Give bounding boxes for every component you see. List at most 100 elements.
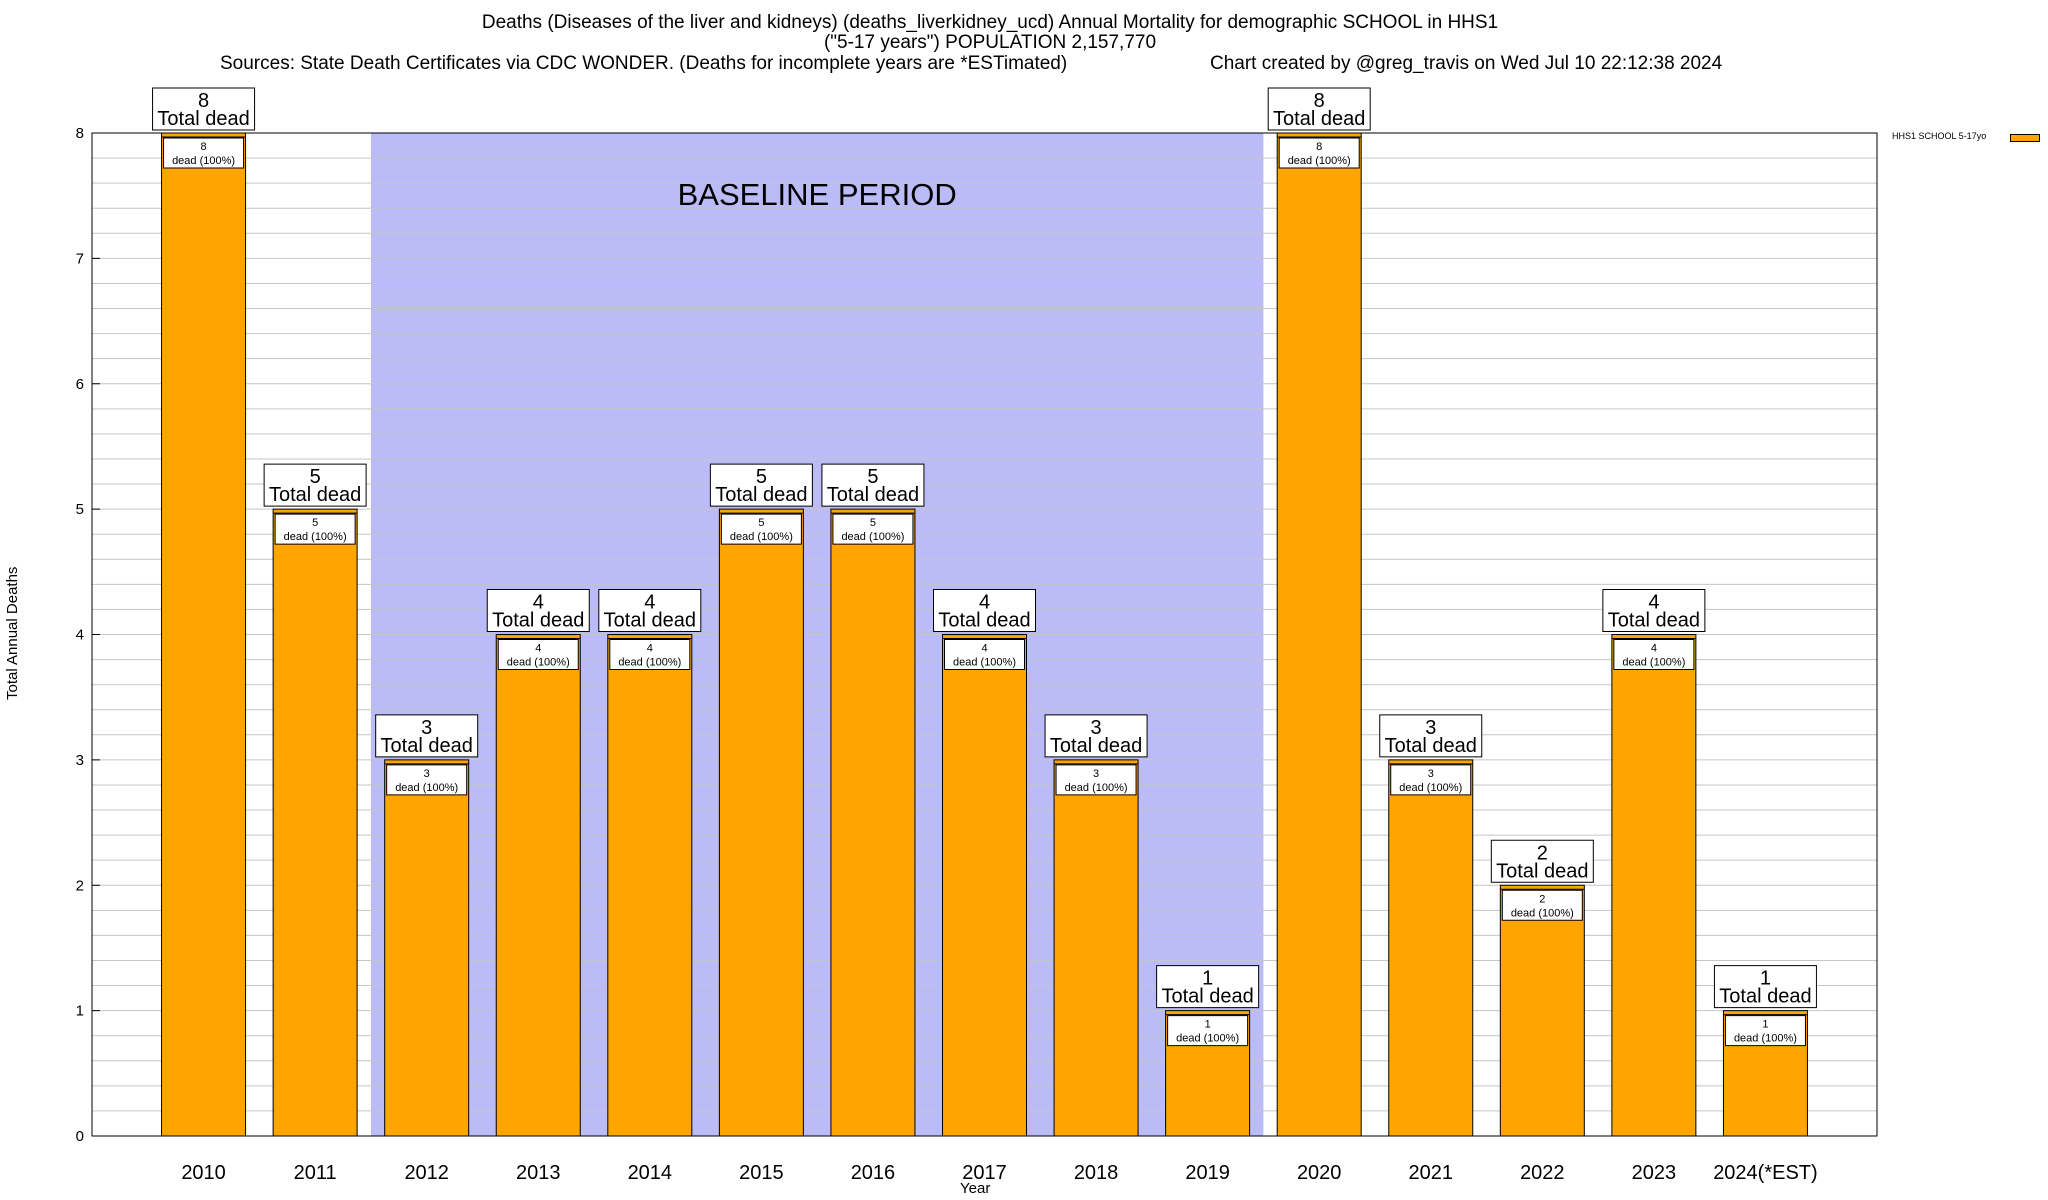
bar-total-box [1267, 87, 1371, 131]
chart-title-line-1: Deaths (Diseases of the liver and kidney… [481, 12, 1499, 33]
y-tick-label: 6 [76, 376, 84, 393]
bar-inner-label-box [163, 137, 245, 169]
x-tick-label: 2016 [851, 1162, 896, 1184]
bar-inner-label-box [274, 513, 356, 545]
x-tick-label: 2023 [1632, 1162, 1677, 1184]
bar-inner-percent: dead (100%) [1288, 155, 1351, 167]
bar-total-label: Total dead [604, 610, 696, 632]
bar-inner-label-box [1167, 1015, 1249, 1047]
bar-inner-count: 8 [1316, 141, 1322, 153]
bar-inner-percent: dead (100%) [841, 531, 904, 543]
bar-total-value: 1 [1202, 968, 1213, 990]
bar-inner-percent: dead (100%) [618, 657, 681, 669]
bar-inner-label-box [497, 639, 579, 670]
bar-inner-count: 5 [312, 517, 318, 529]
bar-total-label: Total dead [1608, 610, 1700, 632]
bar-inner-percent: dead (100%) [1399, 782, 1462, 794]
bar-inner-count: 5 [758, 517, 764, 529]
bar-inner-label-box [609, 639, 691, 670]
bar-total-label: Total dead [715, 484, 807, 506]
bar-total-box [709, 463, 813, 507]
y-tick-label: 5 [76, 501, 84, 518]
bar-inner-count: 1 [1205, 1019, 1211, 1031]
y-tick-label: 1 [76, 1003, 84, 1020]
bar-total-box [486, 589, 590, 632]
bar-inner-label-box [1501, 889, 1583, 921]
bar-total-label: Total dead [1719, 986, 1811, 1008]
bar-inner-count: 4 [535, 643, 541, 655]
bar-inner-count: 1 [1762, 1019, 1768, 1031]
bar-total-box [263, 463, 367, 507]
bar [1499, 884, 1585, 1137]
bar-inner-count: 3 [424, 768, 430, 780]
bar-total-value: 4 [1648, 592, 1659, 614]
bar-total-box [1713, 965, 1817, 1009]
bar-total-box [1602, 589, 1706, 632]
bar-total-value: 5 [867, 466, 878, 488]
bar-inner-percent: dead (100%) [1176, 1033, 1239, 1045]
bar-inner-percent: dead (100%) [395, 782, 458, 794]
bar-inner-count: 2 [1539, 893, 1545, 905]
x-tick-label: 2013 [516, 1162, 561, 1184]
bar-total-value: 4 [533, 592, 544, 614]
bar-inner-percent: dead (100%) [730, 531, 793, 543]
bar-inner-percent: dead (100%) [1065, 782, 1128, 794]
bar-total-box [375, 714, 479, 758]
bar-total-label: Total dead [1496, 860, 1588, 882]
bar-total-value: 3 [421, 717, 432, 739]
bar [272, 508, 358, 1137]
bar-inner-label-box [944, 639, 1025, 670]
bar-total-value: 3 [1091, 717, 1102, 739]
bar-total-value: 2 [1537, 842, 1548, 864]
bar [942, 634, 1027, 1137]
bar-total-label: Total dead [1273, 108, 1365, 130]
bar-total-box [1379, 714, 1483, 758]
bar [607, 634, 693, 1137]
bar-total-label: Total dead [938, 610, 1030, 632]
bar-total-label: Total dead [1385, 735, 1477, 757]
x-tick-label: 2015 [739, 1162, 784, 1184]
bar-inner-label-box [720, 513, 802, 545]
bar-inner-percent: dead (100%) [1622, 657, 1685, 669]
legend-swatch [2010, 134, 2040, 142]
bar-total-label: Total dead [827, 484, 919, 506]
bar-inner-label-box [1278, 137, 1360, 169]
bar-inner-count: 4 [1651, 643, 1657, 655]
x-tick-label: 2014 [628, 1162, 673, 1184]
bar [1276, 132, 1362, 1137]
x-tick-label: 2022 [1520, 1162, 1565, 1184]
x-tick-label: 2018 [1074, 1162, 1119, 1184]
bar-inner-count: 3 [1093, 768, 1099, 780]
bar-inner-count: 8 [201, 141, 207, 153]
bar-inner-percent: dead (100%) [1734, 1033, 1797, 1045]
bar-total-label: Total dead [1161, 986, 1253, 1008]
bar-total-value: 8 [1314, 90, 1325, 112]
bar-total-value: 4 [979, 592, 990, 614]
bar [1611, 634, 1697, 1137]
bar [1388, 759, 1474, 1137]
x-tick-label: 2012 [404, 1162, 449, 1184]
bar [495, 634, 581, 1137]
bar-inner-count: 3 [1428, 768, 1434, 780]
bar-inner-label-box [1613, 639, 1695, 670]
bar-inner-label-box [1724, 1015, 1806, 1047]
bar-total-box [821, 463, 925, 507]
bar-inner-label-box [832, 513, 914, 545]
y-axis-label: Total Annual Deaths [4, 566, 21, 700]
baseline-period-label: BASELINE PERIOD [678, 177, 957, 212]
bar-total-value: 8 [198, 90, 209, 112]
bar-total-value: 5 [310, 466, 321, 488]
bar [1053, 759, 1139, 1137]
x-tick-label: 2017 [962, 1162, 1007, 1184]
bar-total-box [1156, 965, 1260, 1009]
bar-total-box [1490, 839, 1594, 883]
legend-label: HHS1 SCHOOL 5-17yo [1892, 131, 1987, 141]
x-tick-label: 2021 [1409, 1162, 1454, 1184]
bar-inner-label-box [386, 764, 468, 796]
bar-inner-label-box [1390, 764, 1472, 796]
bar [718, 508, 804, 1137]
bar-inner-count: 4 [981, 643, 987, 655]
bar-total-box [598, 589, 702, 632]
bar-total-label: Total dead [492, 610, 584, 632]
